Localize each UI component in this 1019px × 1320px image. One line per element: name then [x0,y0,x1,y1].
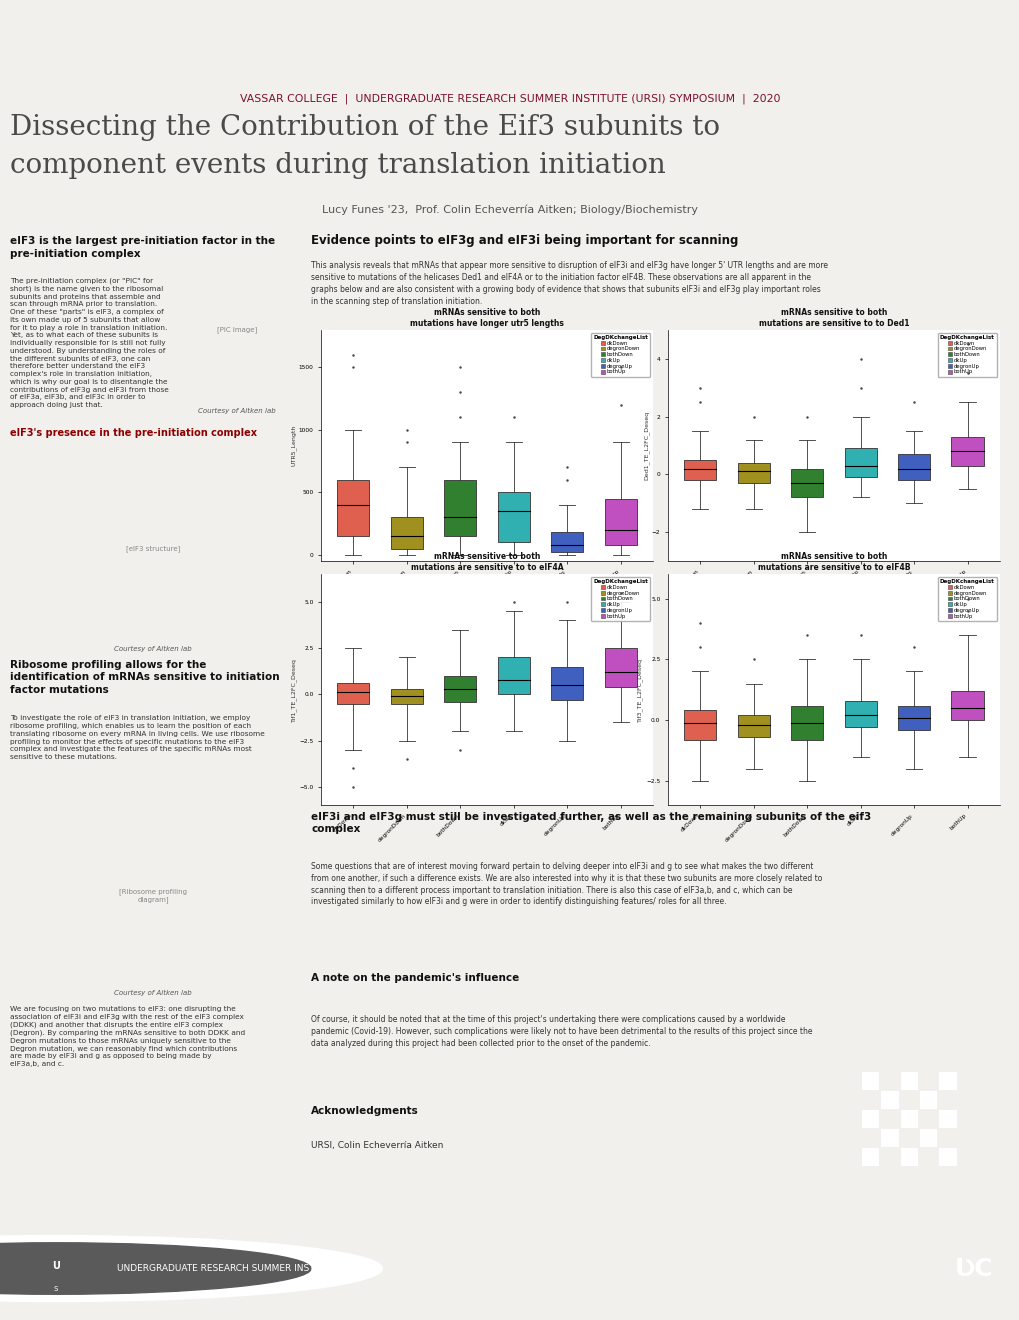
Bar [861,1110,878,1127]
Bar [938,1148,956,1166]
FancyBboxPatch shape [444,676,476,702]
Text: component events during translation initiation: component events during translation init… [10,152,665,178]
Text: Ribosome profiling allows for the
identification of mRNAs sensitive to initiatio: Ribosome profiling allows for the identi… [10,660,279,694]
Text: Courtesy of Aitken lab: Courtesy of Aitken lab [114,645,192,652]
FancyBboxPatch shape [951,690,982,721]
Text: We are focusing on two mutations to eIF3: one disrupting the
association of eIF3: We are focusing on two mutations to eIF3… [10,1006,246,1067]
Text: eIF3's presence in the pre-initiation complex: eIF3's presence in the pre-initiation co… [10,428,257,438]
FancyBboxPatch shape [390,517,423,549]
FancyBboxPatch shape [737,463,769,483]
Text: S: S [54,1286,58,1292]
Legend: dkDown, degronDown, bothDown, dkUp, degronUp, bothUp: dkDown, degronDown, bothDown, dkUp, degr… [590,333,649,376]
Title: mRNAs sensitive to both
mutations have longer utr5 lengths: mRNAs sensitive to both mutations have l… [410,308,564,327]
Bar [938,1072,956,1089]
FancyBboxPatch shape [844,701,875,727]
Text: A note on the pandemic's influence: A note on the pandemic's influence [311,973,519,983]
FancyBboxPatch shape [604,499,636,545]
Text: Of course, it should be noted that at the time of this project's undertaking the: Of course, it should be noted that at th… [311,1015,812,1048]
Text: Dissecting the Contribution of the Eif3 subunits to: Dissecting the Contribution of the Eif3 … [10,114,719,141]
Title: mRNAs sensitive to both
mutations are sensitive to to Ded1: mRNAs sensitive to both mutations are se… [758,308,908,327]
FancyBboxPatch shape [444,480,476,536]
FancyBboxPatch shape [791,705,822,739]
Bar [938,1110,956,1127]
Text: [Ribosome profiling
diagram]: [Ribosome profiling diagram] [119,888,186,903]
FancyBboxPatch shape [337,684,369,704]
Text: UNDERGRADUATE RESEARCH SUMMER INSTITUTE: UNDERGRADUATE RESEARCH SUMMER INSTITUTE [117,1265,340,1272]
Bar [900,1110,917,1127]
Circle shape [0,1236,382,1302]
Text: eIF3i and eIF3g must still be investigated further, as well as the remaining sub: eIF3i and eIF3g must still be investigat… [311,812,870,834]
Text: Evidence points to eIF3g and eIF3i being important for scanning: Evidence points to eIF3g and eIF3i being… [311,234,738,247]
Text: [PIC image]: [PIC image] [217,326,257,334]
FancyBboxPatch shape [684,710,715,739]
Y-axis label: Tif3_TE_L2FC_Deseq: Tif3_TE_L2FC_Deseq [637,657,643,722]
Title: mRNAs sensitive to both
mutations are sensitive to to eIF4A: mRNAs sensitive to both mutations are se… [411,552,562,572]
Text: VASSAR COLLEGE  |  UNDERGRADUATE RESEARCH SUMMER INSTITUTE (URSI) SYMPOSIUM  |  : VASSAR COLLEGE | UNDERGRADUATE RESEARCH … [239,94,780,103]
Title: mRNAs sensitive to both
mutations are sensitive to to eIF4B: mRNAs sensitive to both mutations are se… [757,552,909,572]
Text: Courtesy of Aitken lab: Courtesy of Aitken lab [198,408,276,413]
Legend: dkDown, degronDown, bothDown, dkUp, degronUp, bothUp: dkDown, degronDown, bothDown, dkUp, degr… [590,577,649,620]
Text: Some questions that are of interest moving forward pertain to delving deeper int: Some questions that are of interest movi… [311,862,821,907]
Bar [861,1148,878,1166]
Circle shape [0,1243,311,1294]
Text: Lucy Funes '23,  Prof. Colin Echeverría Aitken; Biology/Biochemistry: Lucy Funes '23, Prof. Colin Echeverría A… [322,205,697,215]
FancyBboxPatch shape [897,454,929,480]
Text: [eIF3 structure]: [eIF3 structure] [125,545,180,553]
Text: eIF3 is the largest pre-initiation factor in the
pre-initiation complex: eIF3 is the largest pre-initiation facto… [10,236,275,259]
Bar [900,1072,917,1089]
Text: URSI, Colin Echeverría Aitken: URSI, Colin Echeverría Aitken [311,1140,443,1150]
FancyBboxPatch shape [684,459,715,480]
FancyBboxPatch shape [897,705,929,730]
Bar [880,1130,898,1147]
Y-axis label: Ded1_TE_L2FC_Deseq: Ded1_TE_L2FC_Deseq [643,411,648,480]
FancyBboxPatch shape [497,492,529,543]
Bar [900,1148,917,1166]
Text: The pre-initiation complex (or "PIC" for
short) is the name given to the ribosom: The pre-initiation complex (or "PIC" for… [10,277,169,408]
FancyBboxPatch shape [337,480,369,536]
FancyBboxPatch shape [844,449,875,478]
Text: U: U [52,1262,60,1271]
FancyBboxPatch shape [737,715,769,737]
Text: Courtesy of Aitken lab: Courtesy of Aitken lab [114,990,192,997]
Text: This analysis reveals that mRNAs that appear more sensitive to disruption of eIF: This analysis reveals that mRNAs that ap… [311,261,827,306]
Bar [919,1092,936,1109]
FancyBboxPatch shape [497,657,529,694]
FancyBboxPatch shape [390,689,423,704]
FancyBboxPatch shape [550,667,583,700]
Text: ƲC: ƲC [954,1257,993,1280]
Y-axis label: Tif1_TE_L2FC_Deseq: Tif1_TE_L2FC_Deseq [290,657,297,722]
FancyBboxPatch shape [550,532,583,552]
Bar [880,1092,898,1109]
Y-axis label: UTR5_Length: UTR5_Length [290,425,296,466]
Legend: dkDown, degronDown, bothDown, dkUp, degronUp, bothUp: dkDown, degronDown, bothDown, dkUp, degr… [936,333,996,376]
Bar [861,1072,878,1089]
Bar [919,1130,936,1147]
Text: Acknowledgments: Acknowledgments [311,1106,419,1117]
Text: To investigate the role of eIF3 in translation initiation, we employ
ribosome pr: To investigate the role of eIF3 in trans… [10,715,265,760]
FancyBboxPatch shape [791,469,822,498]
Legend: dkDown, degronDown, bothDown, dkUp, degronUp, bothUp: dkDown, degronDown, bothDown, dkUp, degr… [936,577,996,620]
FancyBboxPatch shape [604,648,636,686]
FancyBboxPatch shape [951,437,982,466]
